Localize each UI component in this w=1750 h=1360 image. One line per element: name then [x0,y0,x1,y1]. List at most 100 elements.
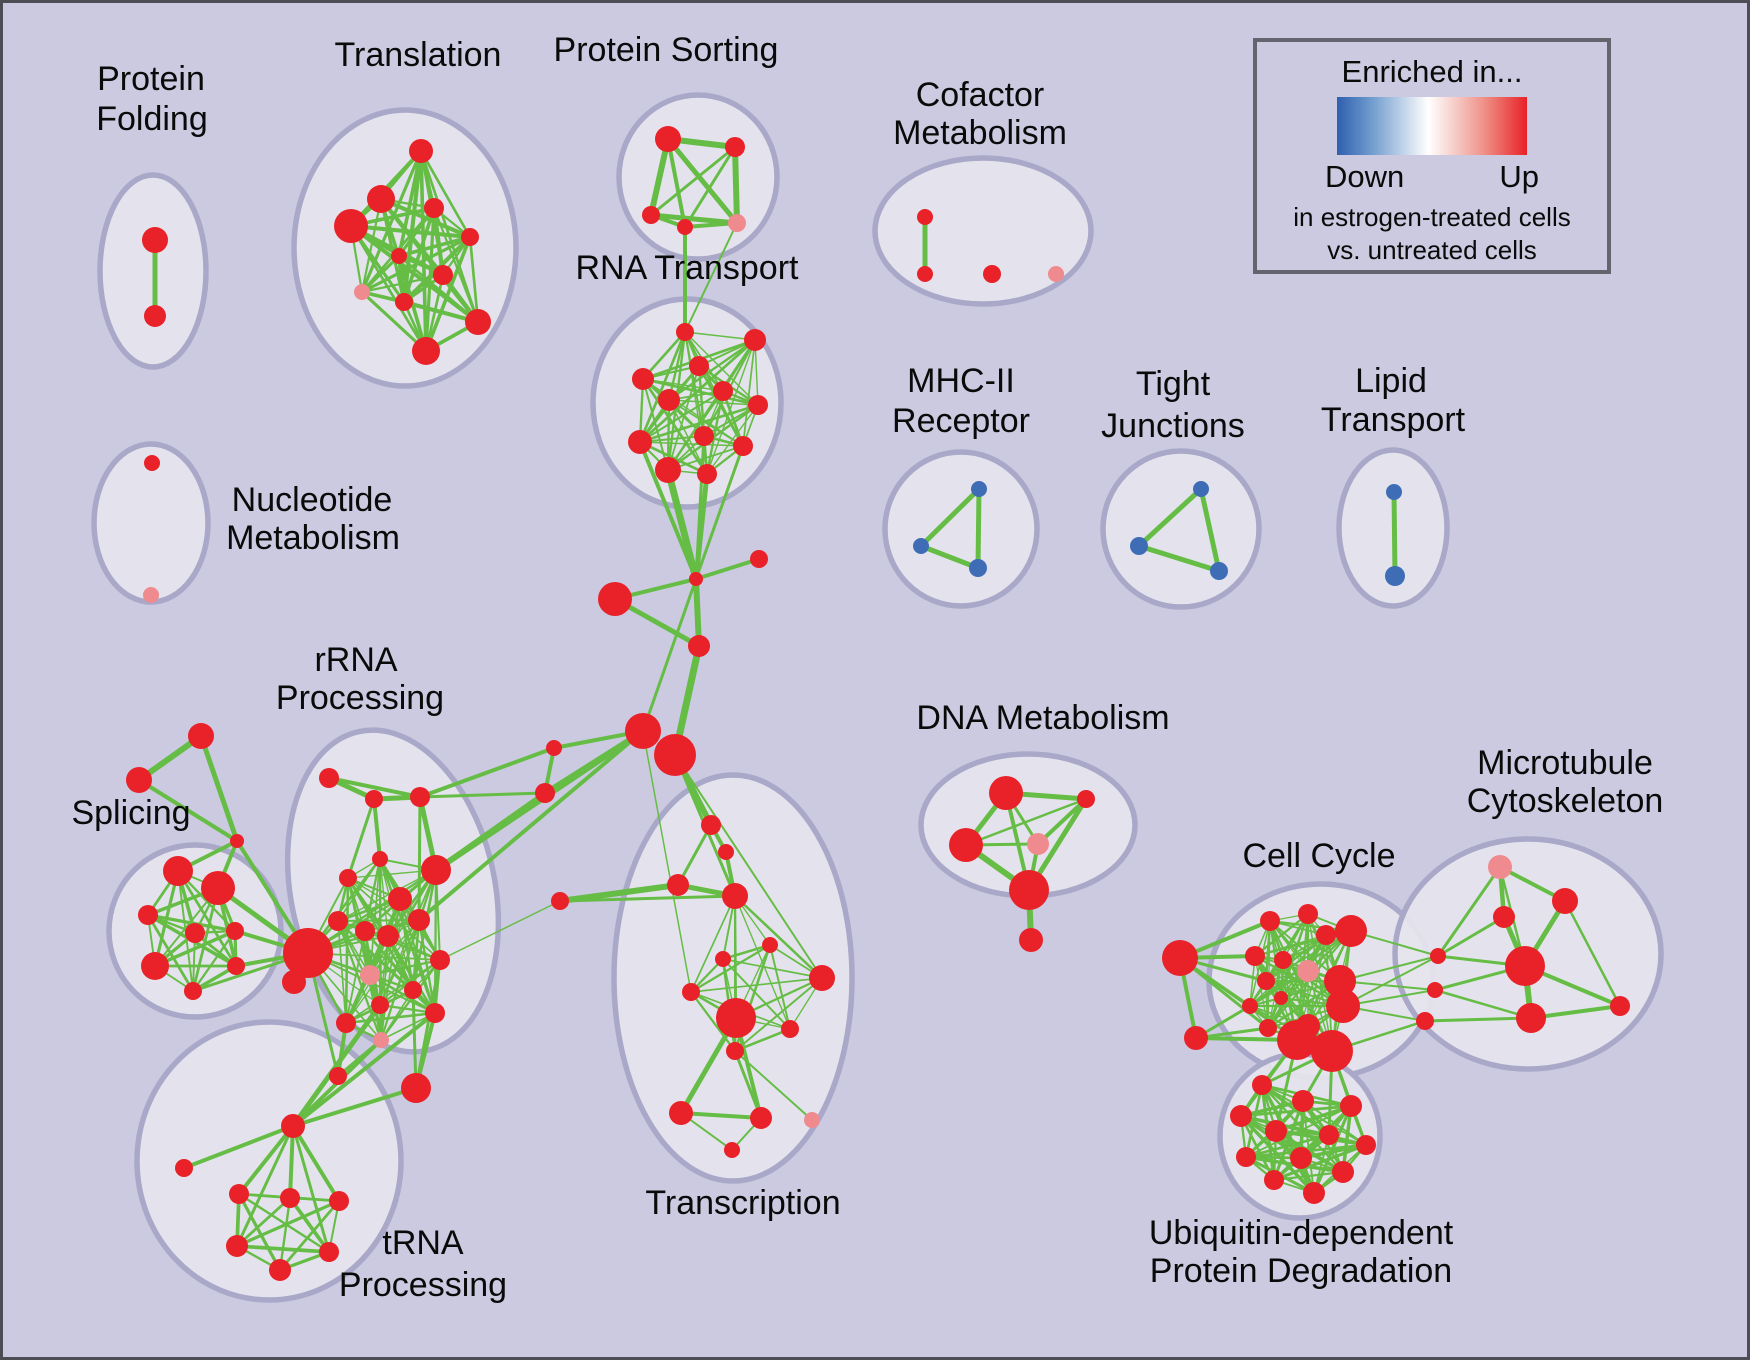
node-rt8[interactable] [694,426,714,446]
node-ps2[interactable] [725,137,745,157]
node-rt2[interactable] [744,329,766,351]
node-tj1[interactable] [1193,481,1209,497]
node-r12b[interactable] [282,970,306,994]
node-tn2[interactable] [229,1184,249,1204]
node-r8[interactable] [328,911,348,931]
node-tr14[interactable] [750,1107,772,1129]
node-u2[interactable] [1292,1090,1314,1112]
node-tn4[interactable] [329,1191,349,1211]
node-r15[interactable] [404,981,422,999]
node-m1[interactable] [689,572,703,586]
node-ccB1[interactable] [1277,1020,1317,1060]
node-tn0[interactable] [281,1114,305,1138]
node-cc8[interactable] [1257,972,1275,990]
node-tr6[interactable] [762,937,778,953]
node-t4[interactable] [334,209,368,243]
node-tr11[interactable] [781,1020,799,1038]
node-cc6[interactable] [1274,951,1292,969]
node-r6[interactable] [421,855,451,885]
node-t8[interactable] [354,284,370,300]
node-cc2[interactable] [1298,904,1318,924]
node-u6[interactable] [1319,1125,1339,1145]
node-tr13[interactable] [669,1101,693,1125]
node-s2[interactable] [201,871,235,905]
node-r13[interactable] [360,965,380,985]
node-t11[interactable] [412,337,440,365]
node-cm3[interactable] [983,265,1001,283]
node-s8[interactable] [227,957,245,975]
node-tn5[interactable] [226,1235,248,1257]
node-r1[interactable] [319,768,339,788]
node-d2[interactable] [1077,790,1095,808]
node-r21[interactable] [401,1073,431,1103]
node-tr9[interactable] [682,983,700,1001]
node-r18[interactable] [336,1013,356,1033]
node-u12[interactable] [1303,1182,1325,1204]
node-u9[interactable] [1290,1147,1312,1169]
node-t5[interactable] [461,228,479,246]
node-rt6[interactable] [658,389,680,411]
node-tr3[interactable] [667,874,689,896]
node-d3[interactable] [949,828,983,862]
node-tr15[interactable] [804,1112,820,1128]
node-r2[interactable] [365,790,383,808]
node-r19[interactable] [373,1032,389,1048]
node-m6[interactable] [535,783,555,803]
node-rt5[interactable] [713,381,733,401]
node-ccP[interactable] [1297,960,1319,982]
node-s5[interactable] [226,922,244,940]
node-mt1[interactable] [1552,888,1578,914]
node-pf2[interactable] [144,305,166,327]
node-ps4[interactable] [677,219,693,235]
node-mt4[interactable] [1610,996,1630,1016]
node-rt7[interactable] [748,395,768,415]
node-s3[interactable] [138,905,158,925]
node-cc3[interactable] [1316,925,1336,945]
node-mp1[interactable] [1488,855,1512,879]
node-r11[interactable] [408,909,430,931]
node-s1[interactable] [163,856,193,886]
node-rt1[interactable] [676,323,694,341]
node-tr5[interactable] [551,892,569,910]
node-r9[interactable] [355,921,375,941]
node-r20[interactable] [329,1067,347,1085]
node-t1[interactable] [409,139,433,163]
node-cm4[interactable] [1048,266,1064,282]
node-rt3[interactable] [689,356,709,376]
node-t7[interactable] [433,265,453,285]
node-d1[interactable] [989,776,1023,810]
node-mj2[interactable] [1427,982,1443,998]
node-tn7[interactable] [269,1259,291,1281]
node-tj3[interactable] [1210,562,1228,580]
node-cm1[interactable] [917,209,933,225]
node-sb[interactable] [126,767,152,793]
node-t6[interactable] [391,248,407,264]
node-tj2[interactable] [1130,537,1148,555]
node-ccB2[interactable] [1311,1030,1353,1072]
node-R12[interactable] [283,928,333,978]
node-ccL2[interactable] [1184,1026,1208,1050]
node-m5[interactable] [546,740,562,756]
node-r14[interactable] [430,950,450,970]
node-t10[interactable] [465,309,491,335]
node-cc4[interactable] [1335,915,1367,947]
node-pf1[interactable] [142,227,168,253]
node-r16[interactable] [371,996,389,1014]
node-nm2[interactable] [143,587,159,603]
node-r3[interactable] [410,787,430,807]
node-cc1[interactable] [1260,911,1280,931]
node-t2[interactable] [367,185,395,213]
node-h1[interactable] [625,713,661,749]
node-mtB[interactable] [1505,946,1545,986]
node-mj3[interactable] [1416,1012,1434,1030]
node-rt11[interactable] [655,457,681,483]
node-d6[interactable] [1019,928,1043,952]
node-cc13[interactable] [1326,989,1360,1023]
node-tr8[interactable] [809,965,835,991]
node-h2[interactable] [654,734,696,776]
node-t9[interactable] [395,293,413,311]
node-s4[interactable] [185,923,205,943]
node-u1[interactable] [1252,1075,1272,1095]
node-m4[interactable] [688,635,710,657]
node-u4[interactable] [1230,1105,1252,1127]
